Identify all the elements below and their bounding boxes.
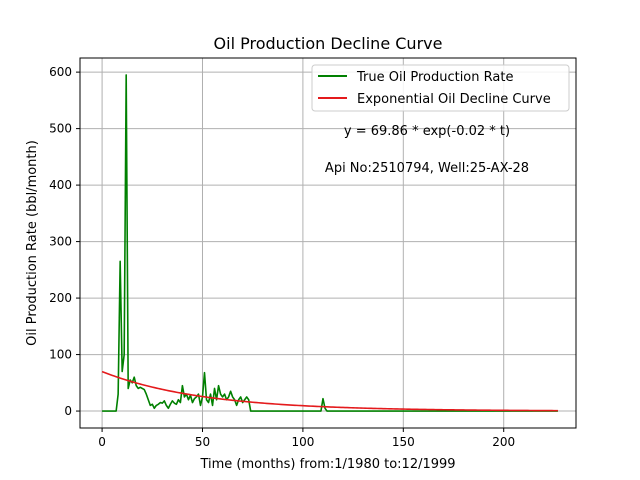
- x-tick-label: 0: [98, 435, 106, 449]
- y-tick-label: 200: [49, 291, 72, 305]
- equation-annotation: y = 69.86 * exp(-0.02 * t): [344, 124, 510, 139]
- legend: True Oil Production Rate Exponential Oil…: [311, 64, 570, 112]
- x-tick-label: 50: [195, 435, 210, 449]
- x-tick-label: 150: [392, 435, 415, 449]
- chart-title: Oil Production Decline Curve: [214, 34, 443, 53]
- plot-frame: [79, 57, 577, 429]
- legend-label-decline-curve: Exponential Oil Decline Curve: [357, 92, 551, 107]
- y-axis-label: Oil Production Rate (bbl/month): [25, 140, 40, 346]
- ticks: 0 50 100 150 200 0 100 200 300 400 500 600: [49, 65, 515, 449]
- y-tick-label: 600: [49, 65, 72, 79]
- legend-box: [311, 64, 570, 112]
- x-tick-label: 200: [492, 435, 515, 449]
- grid: [80, 58, 576, 428]
- y-tick-label: 300: [49, 235, 72, 249]
- x-tick-label: 100: [291, 435, 314, 449]
- y-tick-label: 100: [49, 348, 72, 362]
- legend-label-true-rate: True Oil Production Rate: [356, 70, 513, 85]
- well-annotation: Api No:2510794, Well:25-AX-28: [325, 161, 529, 176]
- series-true-oil-production-rate: [102, 74, 558, 412]
- y-tick-label: 0: [64, 404, 72, 418]
- y-tick-label: 400: [49, 178, 72, 192]
- y-tick-label: 500: [49, 122, 72, 136]
- series-exponential-decline-curve: [101, 370, 558, 412]
- series-layer: [101, 74, 558, 412]
- x-axis-label: Time (months) from:1/1980 to:12/1999: [199, 457, 455, 472]
